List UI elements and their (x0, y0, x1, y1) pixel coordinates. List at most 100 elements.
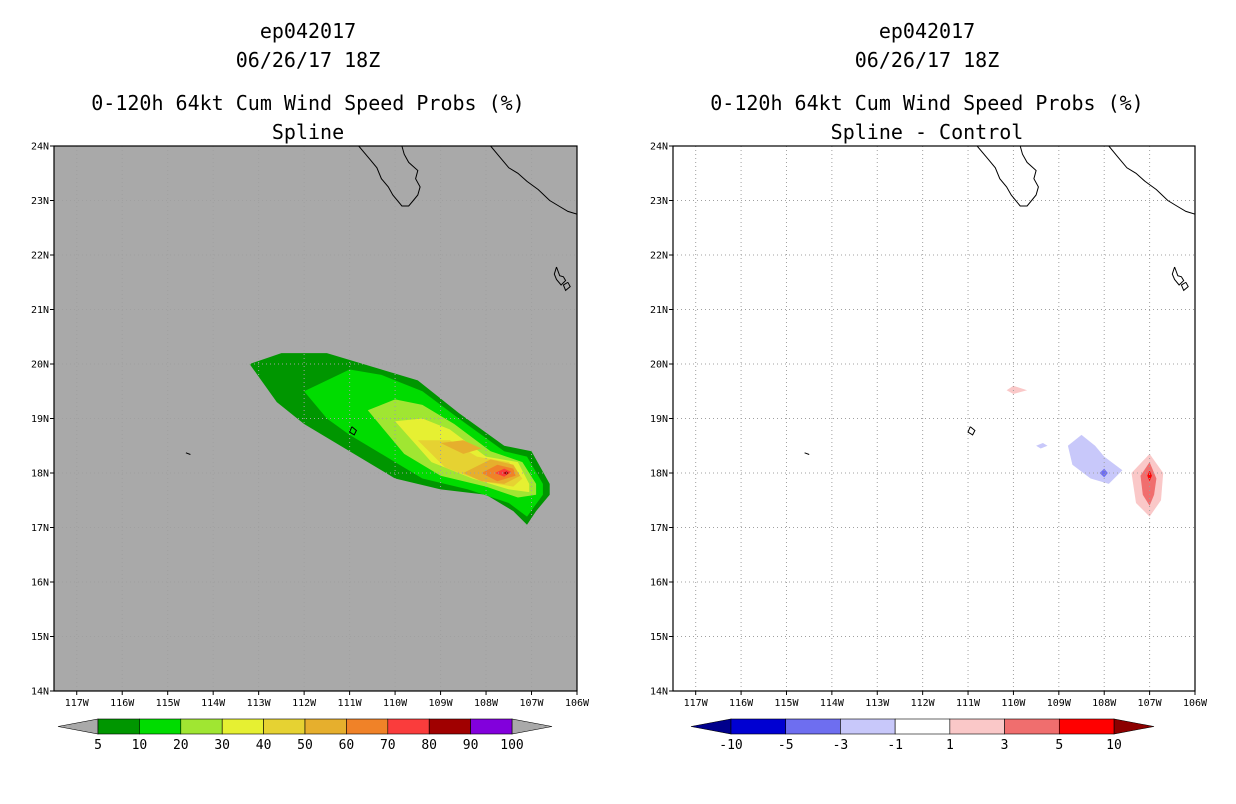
left-colorbar-swatch-9 (470, 718, 513, 735)
left-title-line-4: Spline (272, 120, 344, 144)
right-colorbar: -10 -5 -3 -1 1 3 5 10 (690, 718, 1155, 753)
right-contour--1-1 (1036, 443, 1048, 449)
right-contour-5-6 (1147, 470, 1152, 482)
right-title-line-2: 06/26/17 18Z (855, 48, 1000, 72)
left-contour-50-5 (440, 440, 482, 454)
left-colorbar-label-8: 80 (421, 738, 437, 753)
right-colorbar-swatch-5 (1004, 718, 1060, 735)
right-colorbar-swatch-1 (785, 718, 841, 735)
right-title-line-3: 0-120h 64kt Cum Wind Speed Probs (%) (710, 91, 1143, 115)
left-map-panel: 117W 116W 115W 114W 113W 112W 111W 110W 109W 108W… (31, 142, 590, 710)
left-xtick-label-7: 110W (383, 698, 408, 709)
right-ytick-label-10: 24N (650, 142, 668, 153)
left-xtick-label-6: 111W (338, 698, 363, 709)
right-colorbar-label-3: -1 (887, 738, 903, 753)
right-ytick-label-0: 14N (650, 687, 668, 698)
right-coastline-baja (976, 146, 1039, 207)
right-contour-1-0 (1006, 385, 1028, 394)
right-contour--3-3 (1099, 468, 1108, 478)
left-ytick-label-7: 21N (31, 305, 49, 316)
right-xtick-label-6: 111W (956, 698, 981, 709)
right-colorbar-label-6: 5 (1055, 738, 1063, 753)
right-xtick-label-8: 109W (1047, 698, 1072, 709)
left-colorbar-label-4: 40 (256, 738, 272, 753)
right-colorbar-right-arrow (1113, 718, 1155, 735)
left-colorbar-swatch-1 (139, 718, 182, 735)
left-colorbar-label-3: 30 (214, 738, 230, 753)
right-map-panel: 117W 116W 115W 114W 113W 112W 111W 110W 109W 108W… (650, 142, 1208, 710)
right-contour-3-5 (1140, 462, 1157, 506)
left-colorbar-swatch-6 (346, 718, 389, 735)
left-colorbar-label-2: 20 (173, 738, 189, 753)
right-island-3 (804, 452, 810, 455)
right-title-line-4: Spline - Control (831, 120, 1024, 144)
left-ytick-label-9: 23N (31, 196, 49, 207)
left-island-2 (348, 426, 358, 436)
right-xtick-label-11: 106W (1183, 698, 1208, 709)
right-colorbar-swatch-6 (1058, 718, 1115, 735)
left-xtick-label-11: 106W (565, 698, 590, 709)
left-colorbar-swatch-0 (97, 718, 140, 735)
left-title-line-2: 06/26/17 18Z (236, 48, 381, 72)
right-colorbar-label-0: -10 (719, 738, 742, 753)
right-colorbar-label-4: 1 (946, 738, 954, 753)
left-xtick-label-8: 109W (429, 698, 454, 709)
left-ytick-label-2: 16N (31, 578, 49, 589)
left-coastline-baja (358, 146, 421, 207)
left-title-line-3: 0-120h 64kt Cum Wind Speed Probs (%) (91, 91, 524, 115)
right-colorbar-swatch-0 (730, 718, 787, 735)
left-colorbar-label-5: 50 (297, 738, 313, 753)
left-island-1 (562, 281, 571, 292)
right-colorbar-swatch-4 (949, 718, 1005, 735)
left-colorbar-swatch-5 (304, 718, 347, 735)
right-island-2 (967, 426, 976, 436)
left-colorbar-swatch-4 (263, 718, 306, 735)
left-colorbar-right-arrow (511, 718, 553, 735)
left-ytick-label-10: 24N (31, 142, 49, 153)
left-contour-70-8 (495, 468, 512, 477)
left-ytick-label-3: 17N (31, 523, 49, 534)
right-xtick-label-3: 114W (820, 698, 845, 709)
left-island-3 (185, 452, 191, 455)
left-ytick-label-1: 15N (31, 632, 49, 643)
right-xtick-label-4: 113W (865, 698, 890, 709)
right-xtick-label-1: 116W (729, 698, 754, 709)
right-colorbar-left-arrow (690, 718, 732, 735)
left-colorbar-label-9: 90 (463, 738, 479, 753)
left-colorbar-label-0: 5 (94, 738, 102, 753)
right-island-0 (1171, 266, 1185, 286)
right-ytick-label-7: 21N (650, 305, 668, 316)
left-xtick-label-9: 108W (474, 698, 499, 709)
left-title-line-1: ep042017 (260, 19, 356, 43)
left-colorbar-label-7: 70 (380, 738, 396, 753)
left-ytick-label-8: 22N (31, 251, 49, 262)
left-xtick-label-0: 117W (65, 698, 90, 709)
left-colorbar-left-arrow (57, 718, 99, 735)
right-xtick-label-10: 107W (1138, 698, 1163, 709)
left-ytick-label-4: 18N (31, 469, 49, 480)
right-xtick-label-7: 110W (1001, 698, 1026, 709)
right-colorbar-label-5: 3 (1001, 738, 1009, 753)
left-ytick-label-6: 20N (31, 360, 49, 371)
right-island-1 (1180, 281, 1189, 292)
right-colorbar-label-1: -5 (778, 738, 794, 753)
right-ytick-label-9: 23N (650, 196, 668, 207)
left-xtick-label-4: 113W (247, 698, 272, 709)
right-ytick-label-4: 18N (650, 469, 668, 480)
left-xtick-label-5: 112W (292, 698, 317, 709)
left-colorbar: 5 10 20 30 40 50 60 70 80 90 100 (57, 718, 553, 753)
right-ytick-label-5: 19N (650, 414, 668, 425)
left-xtick-label-3: 114W (201, 698, 226, 709)
right-contour--1-2 (1067, 434, 1123, 484)
left-ytick-label-5: 19N (31, 414, 49, 425)
right-ytick-label-1: 15N (650, 632, 668, 643)
left-xtick-label-10: 107W (519, 698, 544, 709)
left-xtick-label-1: 116W (110, 698, 135, 709)
right-title-line-1: ep042017 (879, 19, 975, 43)
right-colorbar-swatch-3 (894, 718, 951, 735)
left-colorbar-label-1: 10 (132, 738, 148, 753)
right-xtick-label-5: 112W (911, 698, 936, 709)
left-xtick-label-2: 115W (156, 698, 181, 709)
left-colorbar-swatch-8 (428, 718, 471, 735)
